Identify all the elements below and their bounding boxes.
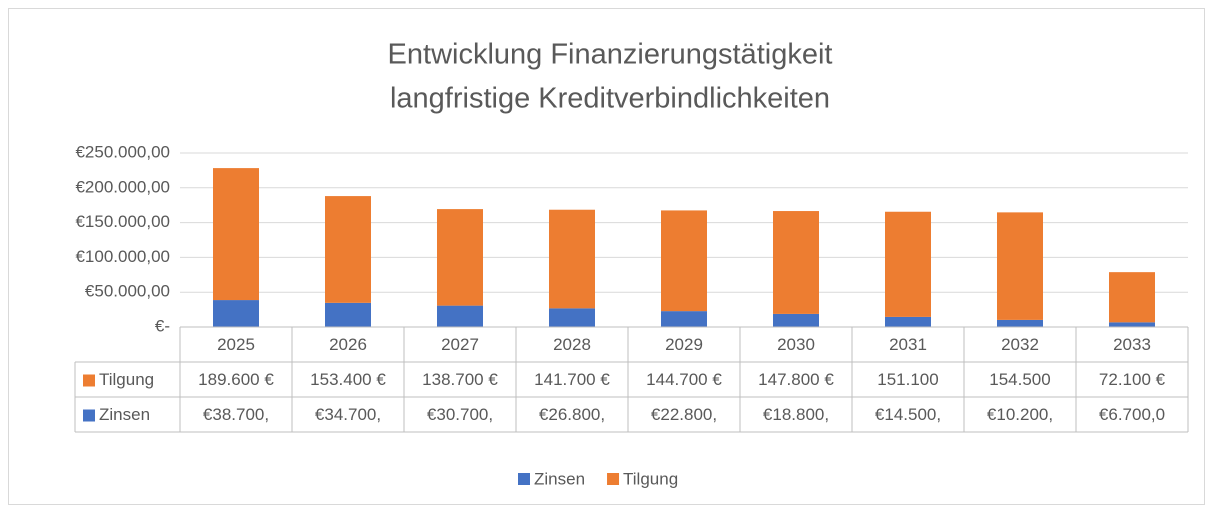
table-series-name: Zinsen bbox=[99, 405, 150, 424]
legend-label: Tilgung bbox=[623, 469, 678, 488]
x-tick-label: 2033 bbox=[1113, 335, 1151, 354]
bar-segment bbox=[885, 316, 931, 327]
table-value: €30.700, bbox=[427, 405, 493, 424]
table-value: €22.800, bbox=[651, 405, 717, 424]
x-tick-label: 2031 bbox=[889, 335, 927, 354]
table-value: €10.200, bbox=[987, 405, 1053, 424]
table-value: 189.600 € bbox=[198, 370, 274, 389]
bar-segment bbox=[1109, 272, 1155, 323]
table-value: 153.400 € bbox=[310, 370, 386, 389]
y-tick-label: €250.000,00 bbox=[75, 142, 170, 161]
table-value: 138.700 € bbox=[422, 370, 498, 389]
table-legend-key bbox=[83, 409, 95, 422]
table-value: €38.700, bbox=[203, 405, 269, 424]
bar-segment bbox=[325, 302, 371, 327]
table-value: €6.700,0 bbox=[1099, 405, 1165, 424]
bar-segment bbox=[773, 211, 819, 314]
legend-key bbox=[607, 473, 620, 485]
x-tick-label: 2027 bbox=[441, 335, 479, 354]
table-legend-key bbox=[83, 374, 95, 387]
bar-segment bbox=[1109, 322, 1155, 327]
bar-segment bbox=[997, 319, 1043, 327]
table-value: 147.800 € bbox=[758, 370, 834, 389]
bar-segment bbox=[549, 209, 595, 309]
x-tick-label: 2028 bbox=[553, 335, 591, 354]
legend-label: Zinsen bbox=[534, 469, 585, 488]
chart-title: langfristige Kreditverbindlichkeiten bbox=[390, 83, 830, 115]
bar-segment bbox=[213, 300, 259, 327]
bar-segment bbox=[549, 308, 595, 327]
x-tick-label: 2029 bbox=[665, 335, 703, 354]
bar-segment bbox=[437, 209, 483, 306]
table-value: €14.500, bbox=[875, 405, 941, 424]
bar-segment bbox=[325, 196, 371, 303]
bar-segment bbox=[437, 305, 483, 327]
bar-segment bbox=[661, 311, 707, 327]
y-tick-label: €150.000,00 bbox=[75, 212, 170, 231]
x-tick-label: 2032 bbox=[1001, 335, 1039, 354]
table-value: 141.700 € bbox=[534, 370, 610, 389]
table-value: €34.700, bbox=[315, 405, 381, 424]
y-tick-label: €200.000,00 bbox=[75, 177, 170, 196]
y-tick-label: €100.000,00 bbox=[75, 247, 170, 266]
table-series-name: Tilgung bbox=[99, 370, 154, 389]
table-value: 144.700 € bbox=[646, 370, 722, 389]
bar-segment bbox=[997, 212, 1043, 320]
legend-key bbox=[518, 473, 530, 485]
y-tick-label: €- bbox=[155, 316, 170, 335]
chart-title: Entwicklung Finanzierungstätigkeit bbox=[388, 39, 833, 71]
table-value: €18.800, bbox=[763, 405, 829, 424]
bar-segment bbox=[661, 210, 707, 312]
bar-segment bbox=[885, 211, 931, 317]
x-tick-label: 2025 bbox=[217, 335, 255, 354]
table-value: 151.100 bbox=[877, 370, 938, 389]
y-tick-label: €50.000,00 bbox=[85, 282, 170, 301]
bar-segment bbox=[773, 313, 819, 327]
table-value: €26.800, bbox=[539, 405, 605, 424]
table-value: 72.100 € bbox=[1099, 370, 1166, 389]
bar-segment bbox=[213, 168, 259, 301]
table-value: 154.500 bbox=[989, 370, 1050, 389]
x-tick-label: 2030 bbox=[777, 335, 815, 354]
x-tick-label: 2026 bbox=[329, 335, 367, 354]
